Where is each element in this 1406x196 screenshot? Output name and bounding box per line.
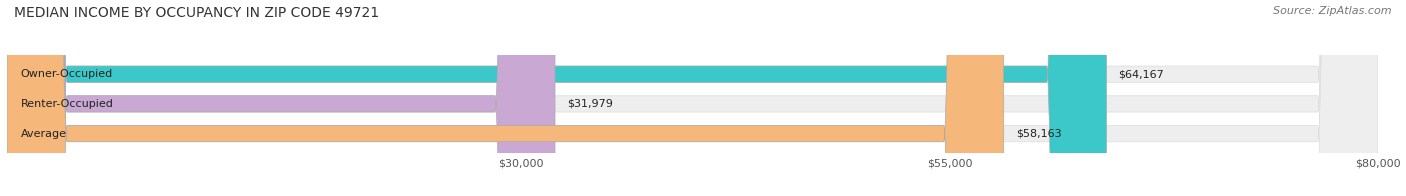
FancyBboxPatch shape bbox=[7, 0, 555, 196]
FancyBboxPatch shape bbox=[7, 0, 1378, 196]
Text: $64,167: $64,167 bbox=[1119, 69, 1164, 79]
FancyBboxPatch shape bbox=[7, 0, 1004, 196]
Text: MEDIAN INCOME BY OCCUPANCY IN ZIP CODE 49721: MEDIAN INCOME BY OCCUPANCY IN ZIP CODE 4… bbox=[14, 6, 380, 20]
Text: Source: ZipAtlas.com: Source: ZipAtlas.com bbox=[1274, 6, 1392, 16]
FancyBboxPatch shape bbox=[7, 0, 1378, 196]
FancyBboxPatch shape bbox=[7, 0, 1107, 196]
FancyBboxPatch shape bbox=[7, 0, 1378, 196]
Text: $58,163: $58,163 bbox=[1015, 129, 1062, 139]
Text: Renter-Occupied: Renter-Occupied bbox=[21, 99, 114, 109]
Text: Owner-Occupied: Owner-Occupied bbox=[21, 69, 112, 79]
Text: Average: Average bbox=[21, 129, 66, 139]
Text: $31,979: $31,979 bbox=[567, 99, 613, 109]
